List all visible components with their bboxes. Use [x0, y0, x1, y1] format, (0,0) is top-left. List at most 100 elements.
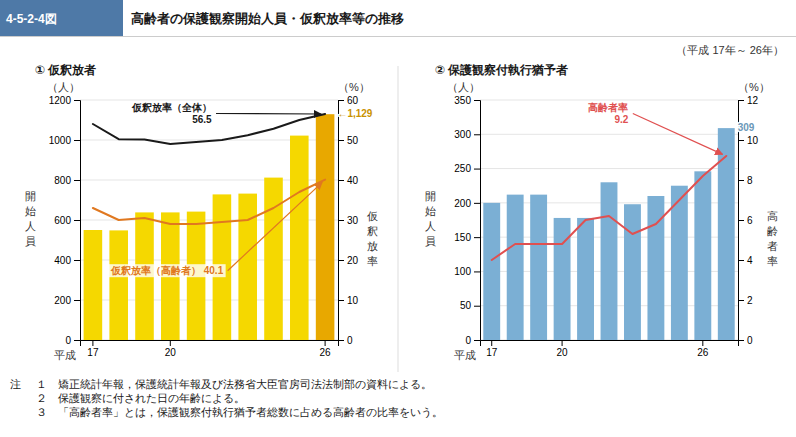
y-tick-label: 800	[54, 175, 71, 186]
annotation-text: 高齢者率	[588, 102, 628, 113]
annotation-arrow	[228, 182, 323, 270]
title: 高齢者の保護観察開始人員・仮釈放率等の推移	[131, 11, 404, 26]
y-tick: 400	[54, 255, 80, 266]
y2-tick-label: 6	[747, 215, 753, 226]
plot-area	[483, 128, 734, 340]
y2-tick: 0	[338, 335, 353, 346]
x-tick: 20	[165, 340, 177, 358]
y-tick: 1000	[49, 135, 80, 146]
y2-label: 仮釈放率	[367, 210, 378, 267]
y-unit: （人）	[47, 81, 80, 93]
line	[492, 156, 727, 260]
x-axis: 17 20 26	[81, 340, 339, 358]
y2-tick-mark	[738, 140, 744, 141]
y-tick-label: 200	[454, 198, 471, 209]
y-tick: 0	[65, 335, 80, 346]
y2-tick-label: 60	[347, 95, 359, 106]
y-tick-mark	[474, 203, 480, 204]
y-tick: 1200	[49, 95, 80, 106]
x-tick-mark	[325, 340, 326, 346]
grid	[80, 100, 338, 340]
x-label: 平成	[54, 349, 76, 361]
y-tick-mark	[474, 237, 480, 238]
y2-tick-label: 10	[747, 135, 759, 146]
y-tick-mark	[74, 300, 80, 301]
y2-tick-mark	[338, 260, 344, 261]
y2-tick: 50	[338, 135, 359, 146]
y-tick-label: 300	[454, 129, 471, 140]
chart-svg: 4-5-2-4図高齢者の保護観察開始人員・仮釈放率等の推移（平成 17年～ 26…	[0, 0, 796, 437]
chart-title: ① 仮釈放者	[35, 63, 97, 77]
bar	[694, 171, 711, 340]
x-tick: 20	[557, 340, 569, 358]
y2-tick-label: 20	[347, 255, 359, 266]
x-label: 平成	[454, 349, 476, 361]
x-tick-mark	[92, 340, 93, 346]
line-annotation: 仮釈放率（全体）56.5	[129, 101, 214, 126]
bar-annotation: 309	[738, 122, 755, 133]
y2-tick: 10	[338, 295, 359, 306]
bar	[530, 195, 547, 340]
y-tick-label: 600	[54, 215, 71, 226]
y-tick-mark	[474, 271, 480, 272]
y2-tick-mark	[738, 340, 744, 341]
annotation-arrow	[216, 113, 321, 115]
annotation-background	[129, 101, 214, 126]
y2-tick-label: 0	[347, 335, 353, 346]
x-tick-mark	[170, 340, 171, 346]
y-axis: 050100150200250300350	[454, 95, 480, 346]
y2-tick-label: 50	[347, 135, 359, 146]
y2-tick-mark	[338, 180, 344, 181]
y-tick: 50	[460, 300, 480, 311]
bar	[624, 204, 641, 340]
y-tick-label: 1000	[49, 135, 72, 146]
y-tick-label: 0	[65, 335, 71, 346]
bar	[577, 218, 594, 340]
y-tick-label: 50	[460, 300, 472, 311]
y-tick: 0	[465, 335, 480, 346]
note: ２ 保護観察に付された日の年齢による。	[36, 392, 245, 404]
grid-line	[480, 100, 738, 101]
grid-line	[480, 134, 738, 135]
y-tick-mark	[74, 100, 80, 101]
x-tick-mark	[702, 340, 703, 346]
y2-tick-mark	[738, 100, 744, 101]
y2-tick: 4	[738, 255, 753, 266]
y2-tick-label: 8	[747, 175, 753, 186]
x-axis: 172026	[481, 340, 739, 358]
y-tick-mark	[74, 180, 80, 181]
note: ３ 「高齢者率」とは，保護観察付執行猶予者総数に占める高齢者の比率をいう。	[36, 406, 443, 419]
bar	[316, 114, 335, 340]
y2-domain	[339, 101, 345, 341]
annotation-text: 仮釈放率（高齢者） 40.1	[110, 265, 224, 276]
bar	[290, 136, 309, 340]
y2-tick: 30	[338, 215, 359, 226]
y-tick-mark	[474, 169, 480, 170]
y-tick-label: 1200	[49, 95, 72, 106]
x-tick-label: 20	[165, 347, 177, 358]
x-tick: 17	[87, 340, 99, 358]
y-label: 開始人員	[425, 190, 436, 247]
y2-tick: 6	[738, 215, 753, 226]
y2-tick-label: 10	[347, 295, 359, 306]
y-tick-mark	[474, 306, 480, 307]
y-tick-mark	[474, 134, 480, 135]
y-tick: 200	[54, 295, 80, 306]
note: １ 矯正統計年報，保護統計年報及び法務省大臣官房司法法制部の資料による。	[36, 378, 432, 390]
bar	[238, 194, 257, 340]
grid-line	[480, 168, 738, 169]
annotation-text: 9.2	[614, 114, 628, 125]
y-tick-label: 250	[454, 163, 471, 174]
y-tick-label: 350	[454, 95, 471, 106]
y2-tick-mark	[338, 140, 344, 141]
x-tick-label: 26	[320, 347, 332, 358]
header-rule	[0, 36, 796, 37]
y2-axis: 0 10 20 30 40 50 60	[338, 95, 359, 346]
panel-divider	[398, 66, 399, 372]
y2-tick: 2	[738, 295, 753, 306]
bar	[671, 186, 688, 340]
y2-tick: 40	[338, 175, 359, 186]
y-tick: 100	[454, 266, 480, 277]
note-label: 注	[10, 378, 21, 390]
x-tick: 26	[320, 340, 332, 358]
